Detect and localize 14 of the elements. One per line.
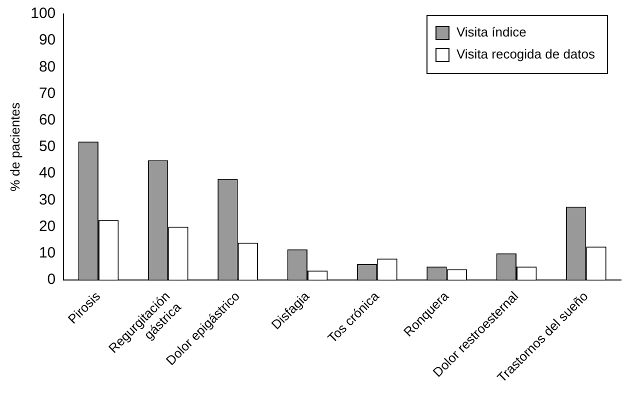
y-tick-label: 30: [38, 191, 56, 208]
y-tick-label: 100: [30, 5, 56, 22]
y-tick-label: 60: [38, 112, 56, 129]
y-tick-label: 80: [38, 58, 56, 76]
y-tick-label: 20: [38, 218, 56, 235]
legend-label: Visita índice: [456, 24, 526, 40]
y-tick-label: 90: [38, 32, 56, 49]
legend-label: Visita recogida de datos: [456, 46, 596, 62]
y-tick-label: 0: [47, 271, 56, 288]
y-axis-title: % de pacientes: [7, 102, 22, 192]
y-tick-label: 50: [38, 138, 56, 156]
y-tick-label: 10: [38, 244, 56, 262]
y-tick-label: 40: [38, 164, 56, 182]
y-tick-label: 70: [38, 84, 56, 102]
